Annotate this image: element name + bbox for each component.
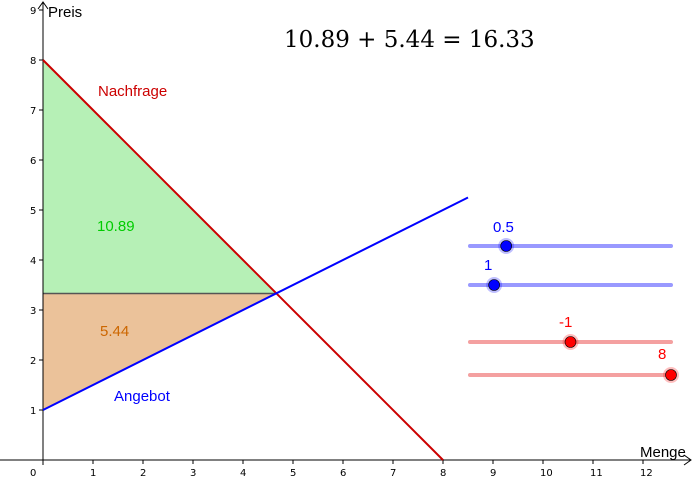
slider-value: 8: [658, 346, 666, 363]
x-axis-ticks: 0 1 2 3 4 5 6 7 8 9 10 11 12: [30, 460, 653, 479]
x-axis-arrow-icon: [683, 454, 692, 466]
x-tick-label: 3: [190, 468, 196, 479]
demand-line[interactable]: [42, 59, 444, 461]
surplus-formula: 10.89 + 5.44 = 16.33: [284, 27, 535, 53]
sliders: 0.5 1 -1 8: [468, 219, 679, 383]
slider[interactable]: 1: [468, 257, 673, 293]
supply-line[interactable]: [42, 196, 469, 411]
slider-knob[interactable]: [500, 240, 512, 252]
slider-value: 0.5: [493, 219, 514, 236]
x-tick-label: 0: [30, 468, 36, 479]
supply-label: Angebot: [114, 388, 171, 405]
demand-label: Nachfrage: [98, 83, 167, 100]
y-axis-ticks: 1 2 3 4 5 6 7 8 9: [30, 6, 43, 417]
x-tick-label: 6: [340, 468, 346, 479]
slider-value: 1: [484, 257, 492, 274]
x-tick-label: 9: [490, 468, 496, 479]
y-axis-arrow-icon: [37, 1, 49, 10]
y-tick-label: 7: [30, 106, 36, 117]
x-axis-title: Menge: [640, 444, 686, 461]
slider-knob[interactable]: [488, 279, 500, 291]
producer-surplus-value: 5.44: [100, 323, 129, 340]
x-tick-label: 7: [390, 468, 396, 479]
x-tick-label: 10: [540, 468, 553, 479]
y-tick-label: 5: [30, 206, 36, 217]
y-tick-label: 6: [30, 156, 36, 167]
y-tick-label: 3: [30, 306, 36, 317]
x-tick-label: 2: [140, 468, 146, 479]
y-tick-label: 8: [30, 56, 36, 67]
slider-knob[interactable]: [665, 369, 677, 381]
slider-knob[interactable]: [564, 336, 577, 348]
y-axis-title: Preis: [48, 4, 82, 21]
surplus-areas: [43, 60, 277, 410]
x-tick-label: 1: [90, 468, 96, 479]
slider[interactable]: -1: [468, 314, 673, 350]
x-tick-label: 8: [440, 468, 446, 479]
x-tick-label: 5: [290, 468, 296, 479]
slider[interactable]: 0.5: [468, 219, 673, 254]
x-tick-label: 11: [590, 468, 603, 479]
curves: Nachfrage Angebot: [42, 59, 469, 461]
y-tick-label: 4: [30, 256, 36, 267]
x-tick-label: 12: [640, 468, 653, 479]
x-tick-label: 4: [240, 468, 246, 479]
y-tick-label: 9: [30, 6, 36, 17]
slider-value: -1: [559, 314, 572, 331]
y-tick-label: 1: [30, 406, 36, 417]
slider[interactable]: 8: [468, 346, 679, 383]
consumer-surplus-value: 10.89: [97, 218, 135, 235]
y-tick-label: 2: [30, 356, 36, 367]
